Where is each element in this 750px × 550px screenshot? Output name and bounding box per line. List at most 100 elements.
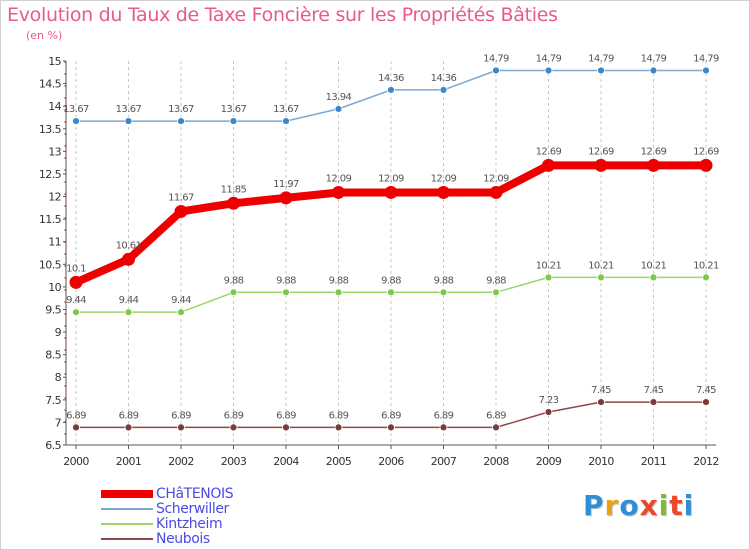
x-tick-label: 2009 [536, 455, 562, 468]
data-point [282, 423, 290, 432]
legend-label: Neubois [156, 531, 210, 547]
data-point [387, 86, 395, 94]
data-point [439, 86, 448, 94]
data-point [542, 158, 555, 172]
y-tick-label: 7 [55, 416, 62, 429]
y-tick-label: 9.5 [45, 303, 61, 316]
data-point [72, 308, 80, 317]
data-label: 10.21 [588, 260, 614, 271]
data-point [544, 66, 553, 75]
data-point [597, 398, 605, 406]
y-tick-label: 12.5 [39, 168, 62, 181]
y-tick-label: 10.5 [39, 258, 62, 271]
data-point [437, 185, 450, 199]
data-label: 12.69 [641, 146, 667, 157]
data-label: 14.79 [483, 53, 509, 64]
data-label: 6.89 [381, 410, 401, 421]
x-tick-label: 2005 [326, 455, 352, 468]
data-point [229, 117, 238, 125]
data-point [279, 191, 293, 205]
y-tick-label: 12 [48, 191, 61, 204]
y-tick-label: 6.5 [45, 439, 61, 452]
data-label: 7.45 [591, 385, 611, 396]
data-label: 12.69 [693, 146, 719, 157]
data-label: 10.21 [641, 260, 667, 271]
y-tick-label: 7.5 [45, 394, 61, 407]
data-point [439, 423, 448, 432]
data-point [649, 66, 658, 75]
data-label: 14.36 [378, 73, 404, 84]
data-label: 9.88 [224, 275, 244, 286]
data-point [174, 204, 188, 218]
legend-label: Scherwiller [156, 501, 229, 517]
y-tick-label: 15 [48, 55, 61, 68]
data-label: 13.67 [63, 104, 89, 115]
data-point [699, 158, 713, 172]
axes: 6.577.588.599.51010.51111.51212.51313.51… [39, 55, 719, 468]
data-label: 14.79 [536, 53, 562, 64]
data-label: 11.85 [221, 184, 247, 195]
data-point [384, 185, 398, 199]
data-point [439, 288, 448, 297]
y-tick-label: 11.5 [39, 213, 62, 226]
x-tick-label: 2010 [588, 455, 614, 468]
data-label: 14.79 [588, 53, 614, 64]
chart-title: Evolution du Taux de Taxe Foncière sur l… [7, 4, 558, 26]
data-point [332, 185, 345, 199]
data-label: 11.67 [168, 192, 194, 203]
data-point [702, 398, 710, 406]
data-point [177, 308, 185, 317]
data-label: 12.09 [431, 173, 457, 184]
data-label: 10.1 [66, 263, 86, 274]
data-label: 13.67 [168, 104, 194, 115]
data-label: 6.89 [171, 410, 191, 421]
x-tick-label: 2002 [168, 455, 194, 468]
data-label: 13.67 [116, 104, 142, 115]
data-label: 6.89 [224, 410, 244, 421]
data-point [334, 288, 343, 297]
data-point [69, 275, 83, 289]
data-label: 9.88 [486, 275, 506, 286]
data-label: 9.44 [66, 295, 86, 306]
data-labels: 6.89 6.89 6.89 6.89 6.89 6.89 6.89 6.89 6.89 7.23… [63, 53, 719, 421]
y-tick-label: 13 [48, 145, 61, 158]
y-tick-label: 13.5 [39, 123, 62, 136]
data-label: 7.23 [539, 395, 559, 406]
data-label: 9.88 [381, 275, 401, 286]
data-point [649, 273, 658, 282]
x-tick-label: 2001 [116, 455, 142, 468]
data-label: 12.09 [483, 173, 509, 184]
data-point [492, 66, 500, 75]
y-tick-label: 14 [48, 100, 61, 113]
legend-swatch [101, 508, 153, 510]
data-label: 14.36 [431, 73, 457, 84]
legend-swatch [101, 523, 153, 525]
x-tick-label: 2012 [693, 455, 719, 468]
data-point [72, 423, 80, 432]
data-label: 6.89 [434, 410, 454, 421]
data-label: 6.89 [329, 410, 349, 421]
data-point [227, 196, 240, 210]
data-point [387, 423, 395, 432]
data-point [124, 117, 133, 125]
data-point [647, 158, 660, 172]
data-point [492, 288, 500, 297]
data-label: 13.67 [221, 104, 247, 115]
data-label: 12.09 [326, 173, 352, 184]
data-point [702, 66, 710, 75]
data-label: 7.45 [644, 385, 664, 396]
data-point [177, 423, 185, 432]
data-point [649, 398, 658, 406]
data-point [282, 117, 290, 125]
y-tick-label: 8 [55, 371, 62, 384]
data-label: 6.89 [119, 410, 139, 421]
data-point [544, 273, 553, 282]
data-label: 12.09 [378, 173, 404, 184]
x-tick-label: 2008 [483, 455, 509, 468]
data-label: 11.97 [273, 179, 299, 190]
data-label: 6.89 [276, 410, 296, 421]
y-tick-label: 14.5 [39, 78, 62, 91]
data-label: 9.88 [329, 275, 349, 286]
